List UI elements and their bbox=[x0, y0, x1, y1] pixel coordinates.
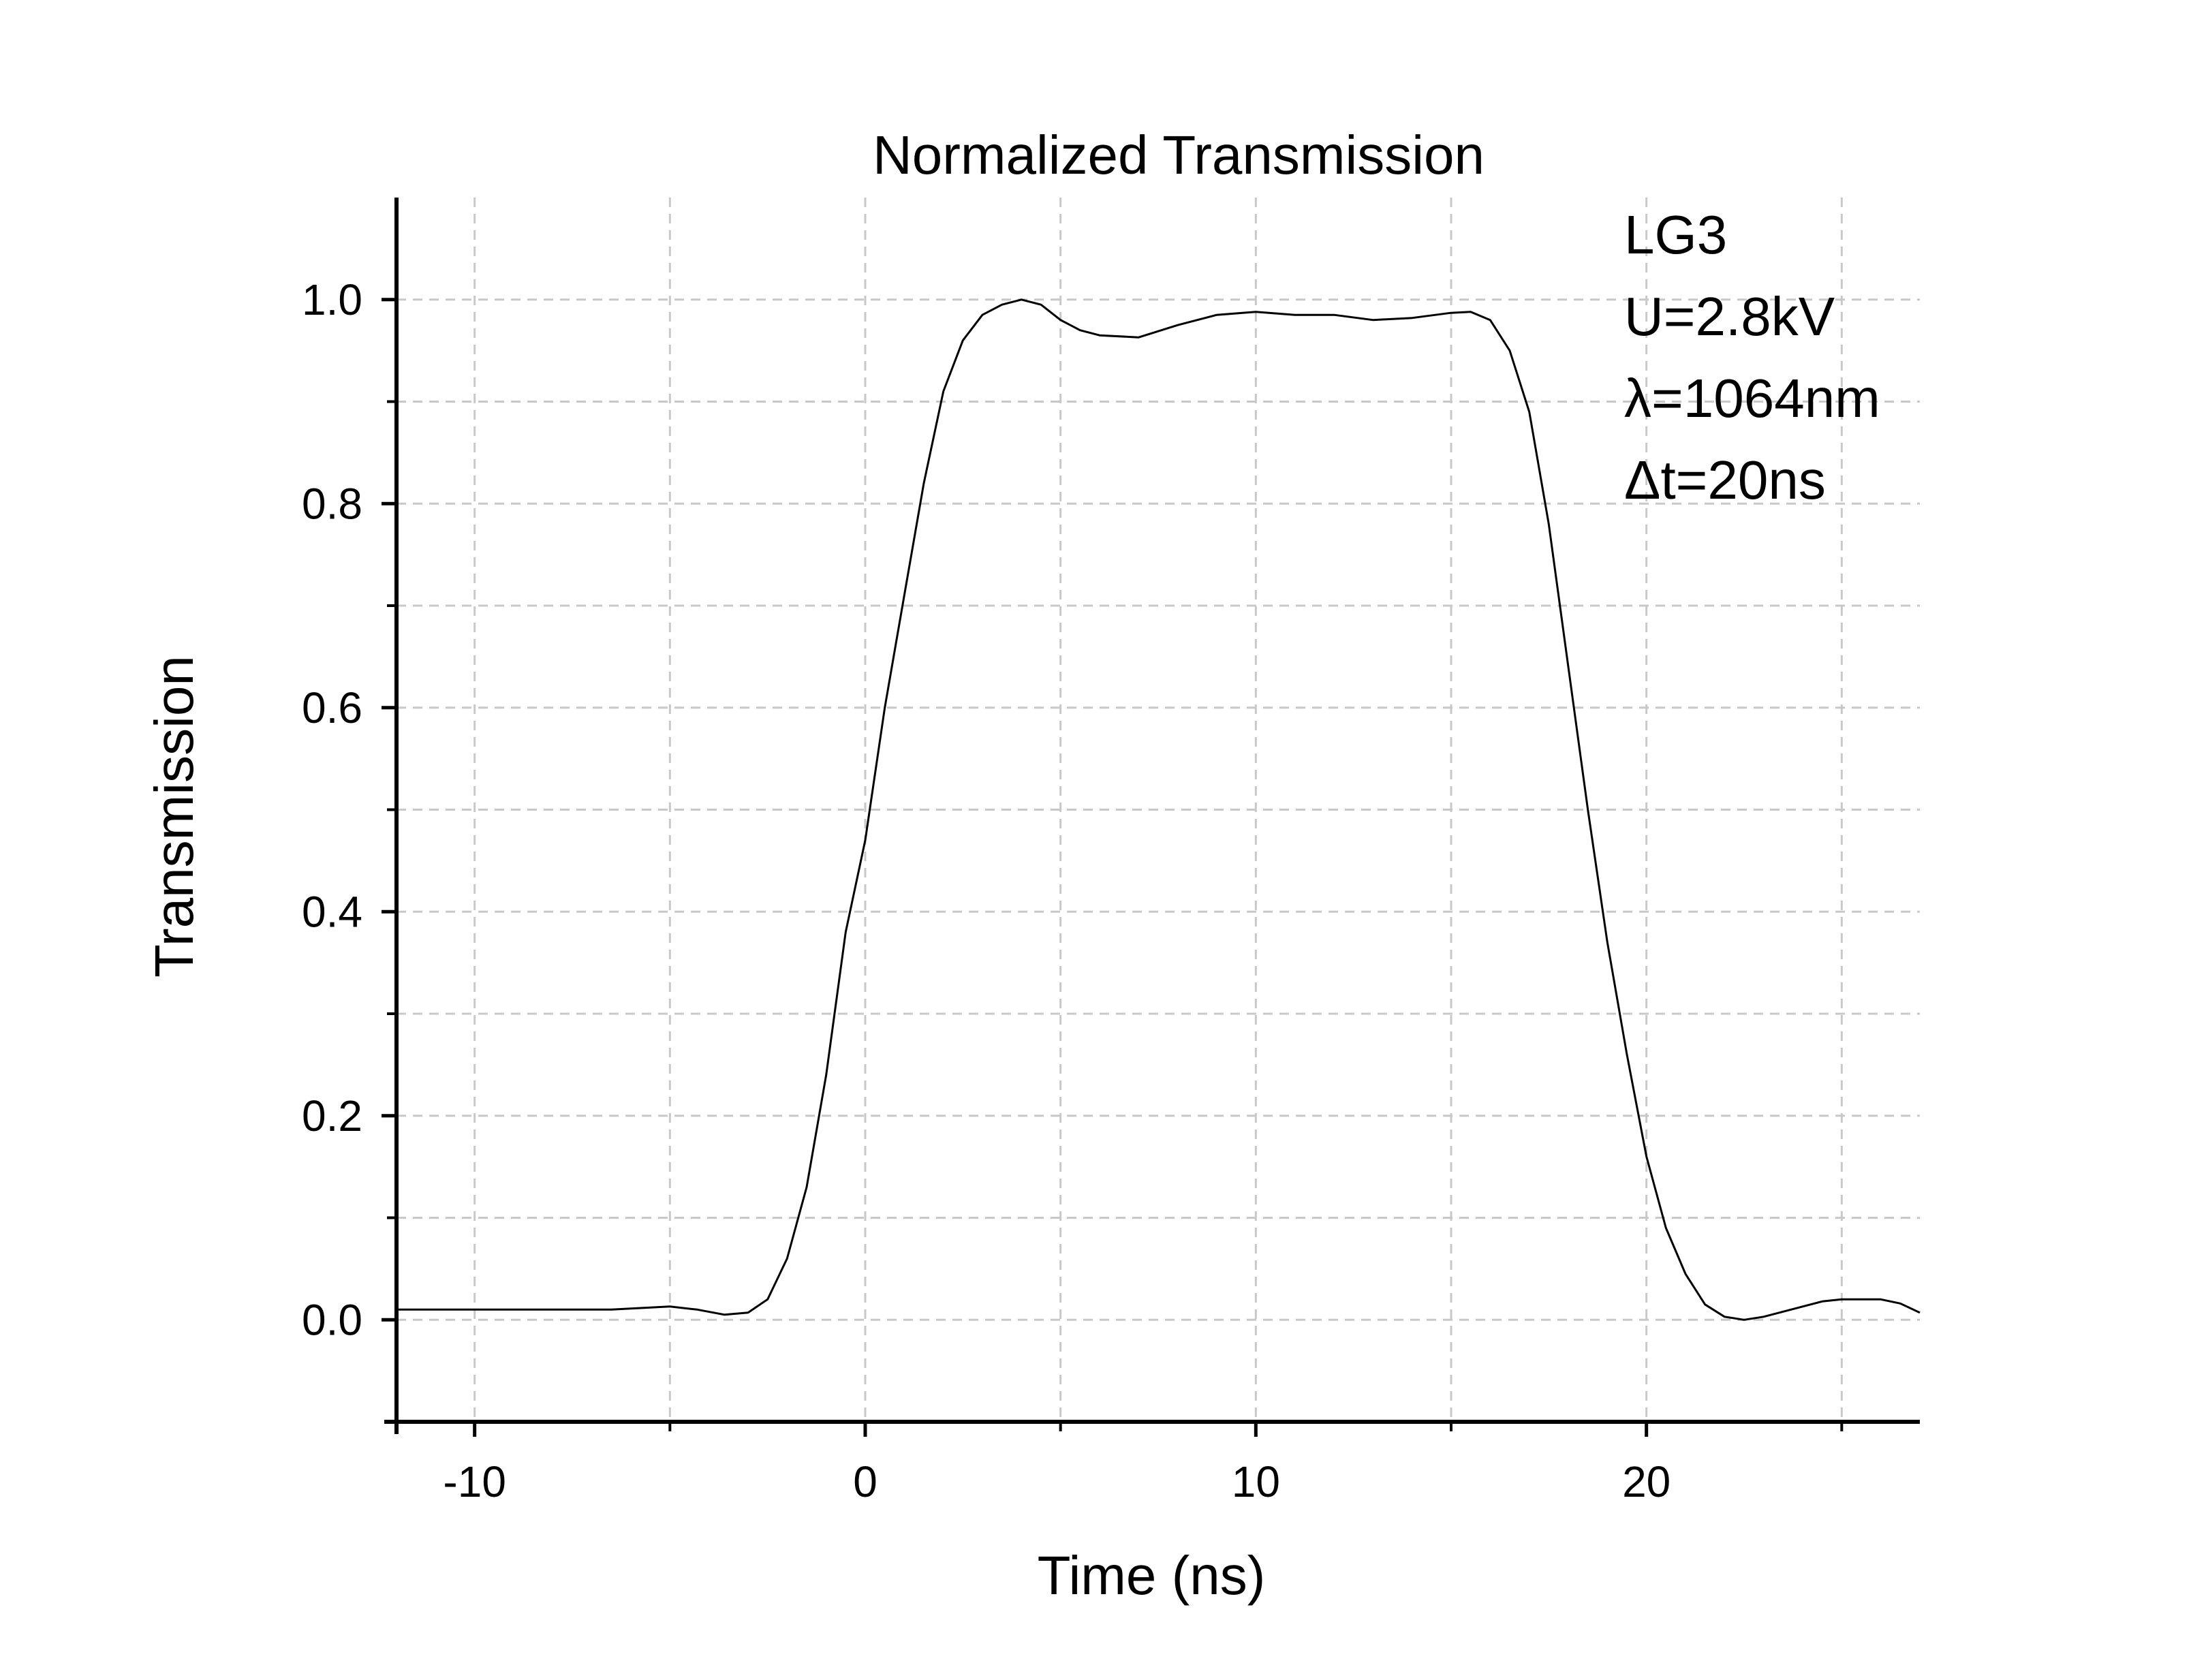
x-tick-label: 20 bbox=[1622, 1457, 1671, 1506]
x-axis-title: Time (ns) bbox=[1038, 1545, 1266, 1606]
annotation-wavelength: λ=1064nm bbox=[1624, 368, 1880, 429]
y-tick-label: 0.6 bbox=[302, 683, 362, 732]
ticks: -10 0 10 20 0.0 0.2 0.4 0.6 0.8 1.0 bbox=[302, 275, 1844, 1506]
annotation-voltage: U=2.8kV bbox=[1624, 286, 1835, 347]
y-tick-label: 0.4 bbox=[302, 887, 362, 936]
annotation-pulse-duration: Δt=20ns bbox=[1624, 450, 1826, 510]
y-axis-title: Transmission bbox=[144, 655, 204, 978]
annotation-block: LG3 U=2.8kV λ=1064nm Δt=20ns bbox=[1624, 204, 1880, 510]
x-tick-label: 10 bbox=[1232, 1457, 1280, 1506]
annotation-sample: LG3 bbox=[1624, 204, 1727, 265]
series-line bbox=[397, 298, 1921, 1321]
chart-title: Normalized Transmission bbox=[873, 125, 1485, 185]
axes bbox=[384, 198, 1920, 1434]
grid bbox=[397, 198, 1920, 1422]
y-tick-label: 0.8 bbox=[302, 479, 362, 528]
series-layer bbox=[397, 298, 1921, 1321]
y-tick-label: 1.0 bbox=[302, 275, 362, 324]
y-tick-label: 0.2 bbox=[302, 1091, 362, 1140]
x-tick-label: -10 bbox=[443, 1457, 506, 1506]
y-tick-label: 0.0 bbox=[302, 1295, 362, 1344]
x-tick-label: 0 bbox=[853, 1457, 877, 1506]
